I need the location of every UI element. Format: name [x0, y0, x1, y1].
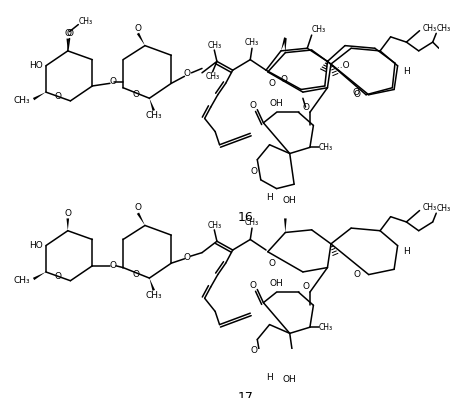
Text: CH₃: CH₃	[319, 323, 333, 332]
Text: 17: 17	[238, 391, 254, 398]
Text: CH₃: CH₃	[245, 39, 259, 47]
Text: O: O	[249, 281, 256, 290]
Text: O: O	[133, 90, 139, 99]
Text: CH₃: CH₃	[245, 219, 259, 227]
Text: CH₃: CH₃	[312, 25, 326, 34]
Text: CH₃: CH₃	[206, 72, 219, 81]
Text: HO: HO	[29, 241, 43, 250]
Polygon shape	[66, 219, 69, 231]
Polygon shape	[137, 213, 145, 225]
Text: O: O	[250, 167, 257, 176]
Text: OH: OH	[283, 195, 297, 205]
Text: O: O	[352, 88, 359, 97]
Text: OH: OH	[283, 375, 297, 384]
Text: CH₃: CH₃	[423, 23, 437, 33]
Text: CH₃: CH₃	[146, 111, 162, 120]
Text: CH₃: CH₃	[437, 204, 451, 213]
Polygon shape	[284, 219, 286, 232]
Polygon shape	[149, 98, 155, 111]
Text: H: H	[266, 193, 273, 202]
Polygon shape	[284, 39, 286, 53]
Text: O: O	[54, 272, 62, 281]
Text: O: O	[134, 23, 141, 33]
Text: H: H	[403, 67, 410, 76]
Text: O: O	[184, 69, 191, 78]
Text: O: O	[302, 282, 309, 291]
Text: O: O	[269, 259, 276, 268]
Text: O: O	[109, 261, 116, 270]
Text: ...O: ...O	[334, 61, 350, 70]
Text: CH₃: CH₃	[146, 291, 162, 300]
Text: O: O	[249, 101, 256, 110]
Text: CH₃: CH₃	[319, 143, 333, 152]
Text: CH₃: CH₃	[13, 276, 30, 285]
Text: O: O	[184, 253, 191, 261]
Text: CH₃: CH₃	[207, 41, 221, 50]
Polygon shape	[137, 33, 145, 46]
Text: CH₃: CH₃	[207, 221, 221, 230]
Text: CH₃: CH₃	[437, 24, 451, 33]
Text: O: O	[280, 75, 287, 84]
Polygon shape	[149, 278, 155, 291]
Text: 16: 16	[238, 211, 254, 224]
Text: H: H	[403, 247, 410, 256]
Text: O: O	[269, 79, 276, 88]
Text: O: O	[64, 29, 71, 38]
Text: O: O	[354, 270, 361, 279]
Text: O: O	[66, 29, 73, 38]
Text: O: O	[64, 209, 71, 218]
Text: HO: HO	[29, 61, 43, 70]
Text: O: O	[133, 270, 139, 279]
Text: H: H	[266, 373, 273, 382]
Text: OH: OH	[270, 279, 284, 288]
Polygon shape	[33, 92, 46, 100]
Text: O: O	[250, 346, 257, 355]
Text: O: O	[109, 77, 116, 86]
Text: O: O	[302, 103, 309, 111]
Polygon shape	[281, 37, 286, 51]
Text: O: O	[54, 92, 62, 101]
Polygon shape	[33, 272, 46, 280]
Text: O: O	[134, 203, 141, 213]
Text: CH₃: CH₃	[423, 203, 437, 213]
Text: O: O	[354, 90, 361, 99]
Text: CH₃: CH₃	[78, 18, 93, 26]
Text: CH₃: CH₃	[13, 96, 30, 105]
Polygon shape	[66, 39, 69, 51]
Text: OH: OH	[270, 99, 284, 108]
